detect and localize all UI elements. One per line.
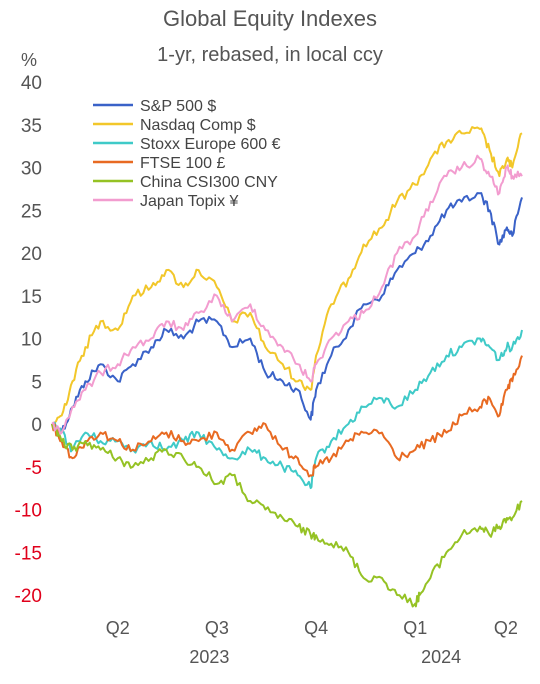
- legend-label: Japan Topix ¥: [140, 193, 239, 210]
- y-tick-label: 5: [31, 372, 42, 393]
- legend-label: China CSI300 CNY: [140, 174, 278, 191]
- legend-label: S&P 500 $: [140, 98, 216, 115]
- series-line: [51, 192, 523, 435]
- y-tick-label: 15: [21, 287, 42, 308]
- y-tick-label: 10: [21, 330, 42, 351]
- chart-subtitle: 1-yr, rebased, in local ccy: [157, 44, 383, 66]
- legend-label: Stoxx Europe 600 €: [140, 136, 281, 153]
- y-tick-label: -20: [15, 586, 42, 607]
- y-tick-label: 35: [21, 116, 42, 137]
- x-quarter-label: Q4: [304, 618, 328, 638]
- series-line: [51, 154, 523, 435]
- x-year-label: 2023: [189, 647, 229, 667]
- y-tick-label: 25: [21, 201, 42, 222]
- legend-label: FTSE 100 £: [140, 155, 225, 172]
- y-axis-unit-label: %: [21, 50, 38, 70]
- chart-title: Global Equity Indexes: [162, 6, 378, 31]
- legend-label: Nasdaq Comp $: [140, 117, 256, 134]
- series-line: [51, 126, 523, 426]
- y-tick-label: -10: [15, 501, 42, 522]
- x-quarter-label: Q2: [106, 618, 130, 638]
- x-quarter-label: Q1: [403, 618, 427, 638]
- series-line: [51, 423, 523, 608]
- y-tick-label: -15: [15, 543, 42, 564]
- x-quarter-label: Q2: [494, 618, 518, 638]
- y-tick-label: 0: [31, 415, 42, 436]
- series-line: [51, 329, 523, 490]
- y-tick-label: 40: [21, 73, 42, 94]
- x-quarter-label: Q3: [205, 618, 229, 638]
- y-tick-label: 30: [21, 159, 42, 180]
- x-year-label: 2024: [421, 647, 461, 667]
- y-tick-label: 20: [21, 244, 42, 265]
- y-tick-label: -5: [25, 458, 42, 479]
- series-line: [51, 355, 523, 478]
